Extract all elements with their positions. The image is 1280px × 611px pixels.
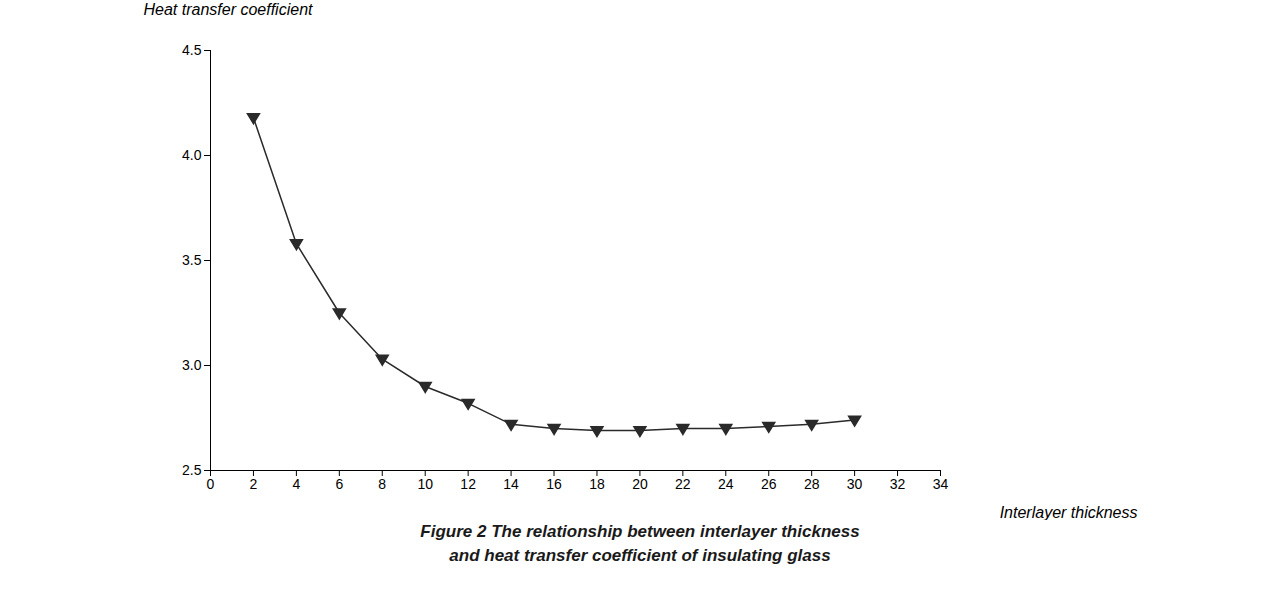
svg-text:3.5: 3.5 [182, 252, 202, 268]
svg-text:34: 34 [933, 476, 949, 492]
svg-text:20: 20 [632, 476, 648, 492]
svg-text:4.5: 4.5 [182, 42, 202, 58]
html-text:and heat transfer coefficient: and heat transfer coefficient of insulat… [449, 545, 831, 565]
svg-text:26: 26 [761, 476, 777, 492]
svg-text:0: 0 [207, 476, 215, 492]
svg-text:28: 28 [804, 476, 820, 492]
svg-text:3.0: 3.0 [182, 357, 202, 373]
svg-text:18: 18 [589, 476, 605, 492]
svg-text:4: 4 [292, 476, 300, 492]
svg-text:2: 2 [250, 476, 258, 492]
svg-text:16: 16 [546, 476, 562, 492]
svg-text:32: 32 [890, 476, 906, 492]
svg-text:30: 30 [847, 476, 863, 492]
svg-text:8: 8 [378, 476, 386, 492]
svg-text:Interlayer thickness: Interlayer thickness [1000, 504, 1138, 521]
svg-text:2.5: 2.5 [182, 462, 202, 478]
html-text:Figure 2 The relationship betw: Figure 2 The relationship between interl… [420, 522, 860, 541]
svg-text:12: 12 [460, 476, 476, 492]
svg-text:24: 24 [718, 476, 734, 492]
svg-text:14: 14 [503, 476, 519, 492]
svg-text:4.0: 4.0 [182, 147, 202, 163]
svg-text:10: 10 [417, 476, 433, 492]
svg-text:Heat transfer coefficient: Heat transfer coefficient [144, 1, 314, 18]
svg-text:6: 6 [335, 476, 343, 492]
svg-text:22: 22 [675, 476, 691, 492]
